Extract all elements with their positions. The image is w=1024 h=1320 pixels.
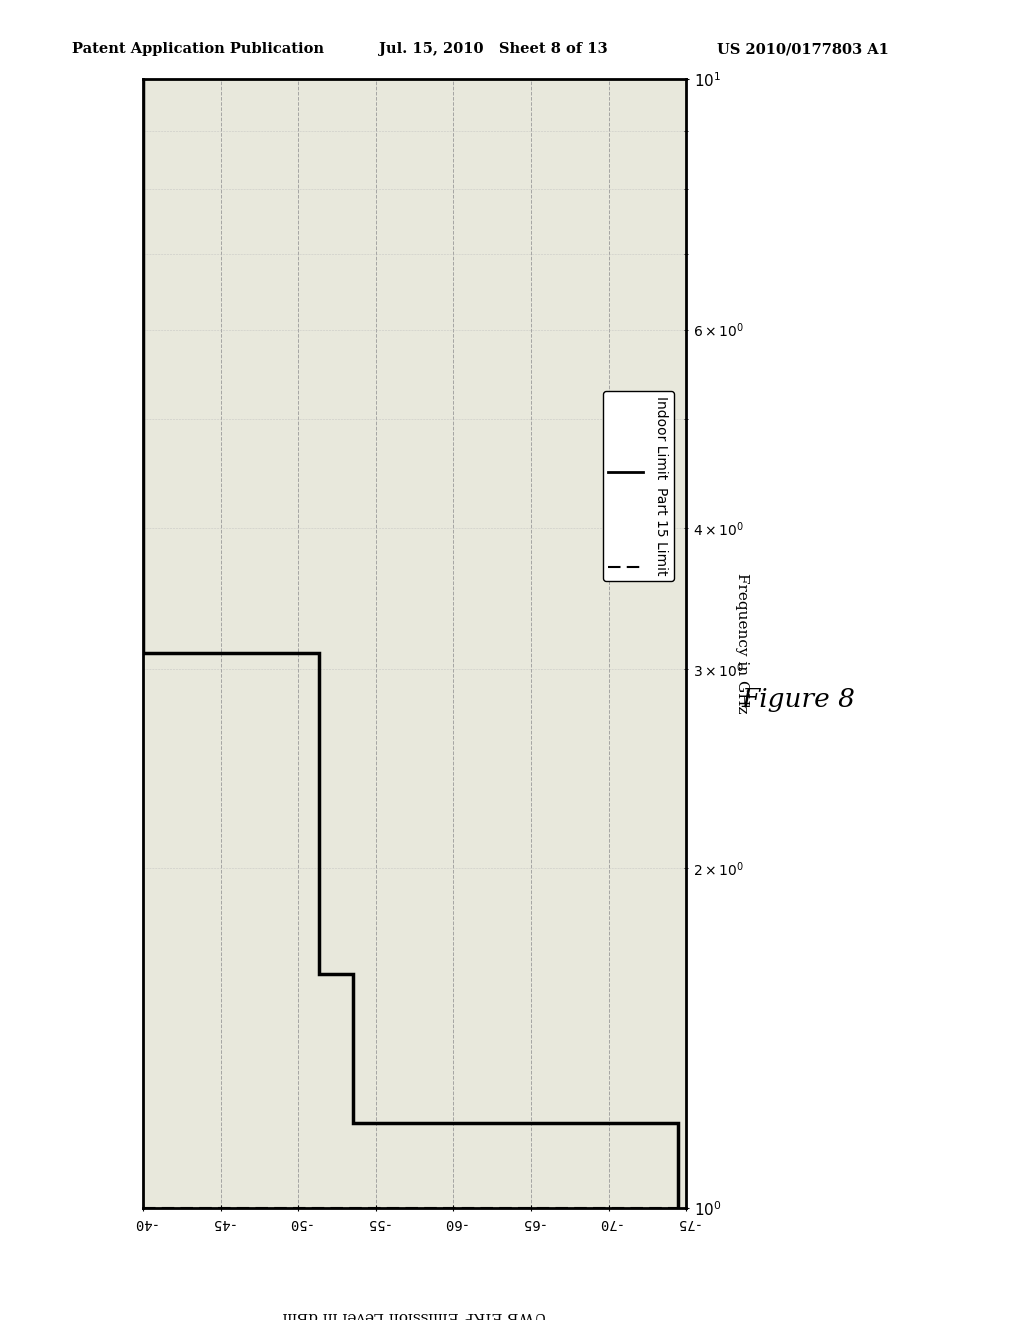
Text: Patent Application Publication: Patent Application Publication [72, 42, 324, 57]
Text: US 2010/0177803 A1: US 2010/0177803 A1 [717, 42, 889, 57]
Text: UWB EIRP Emission Level in dBm: UWB EIRP Emission Level in dBm [283, 1309, 547, 1320]
Text: Frequency in GHz: Frequency in GHz [735, 573, 749, 714]
Legend: Indoor Limit, Part 15 Limit: Indoor Limit, Part 15 Limit [603, 391, 674, 581]
Text: Figure 8: Figure 8 [741, 688, 856, 711]
Text: Jul. 15, 2010   Sheet 8 of 13: Jul. 15, 2010 Sheet 8 of 13 [379, 42, 607, 57]
